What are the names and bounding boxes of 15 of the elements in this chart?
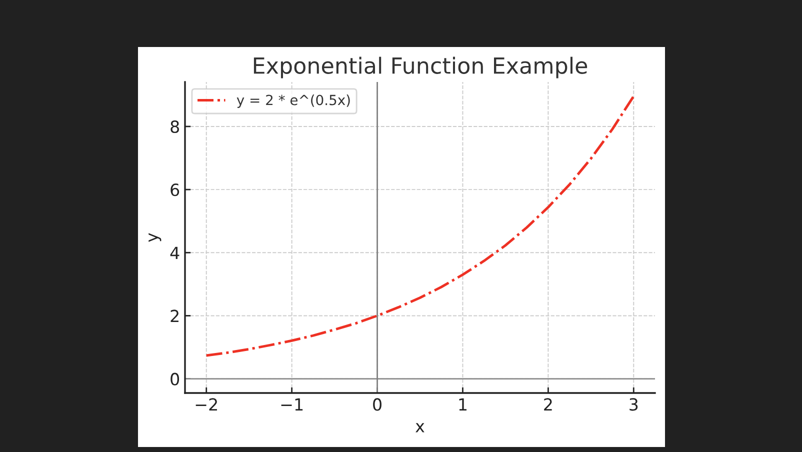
chart-title: Exponential Function Example xyxy=(254,56,588,78)
x-tick-label: 0 xyxy=(373,398,382,411)
x-tick-label: −2 xyxy=(196,398,217,411)
legend-label: y = 2 * e^(0.5x) xyxy=(236,94,350,108)
x-tick-label: 3 xyxy=(630,398,638,411)
x-tick-label: 2 xyxy=(544,398,552,411)
x-tick-label: −1 xyxy=(281,398,303,411)
y-axis-title: y xyxy=(148,233,162,242)
y-tick-label: 8 xyxy=(170,120,179,134)
y-tick-label: 4 xyxy=(170,246,180,259)
y-tick-label: 6 xyxy=(170,184,180,196)
y-tick-label: 0 xyxy=(170,372,180,386)
y-tick-label: 2 xyxy=(170,310,178,322)
x-tick-label: 1 xyxy=(459,398,466,411)
x-axis-title: x xyxy=(416,423,424,432)
